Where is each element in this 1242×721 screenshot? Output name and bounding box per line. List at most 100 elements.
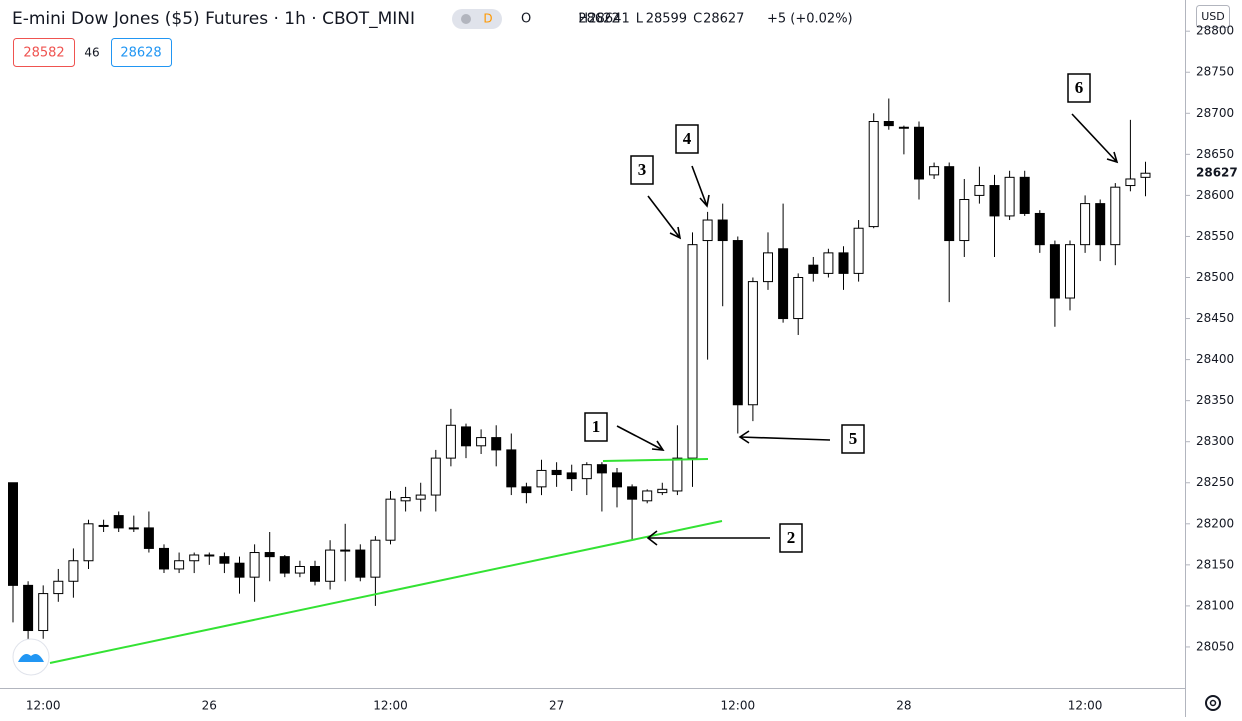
candle-body	[672, 457, 683, 492]
arrows	[616, 113, 1119, 546]
candle-body	[38, 593, 49, 632]
bid-box	[13, 38, 75, 67]
candle-body	[189, 554, 200, 562]
candle-body	[264, 552, 275, 558]
candle-body	[536, 469, 547, 488]
candle-body	[1080, 203, 1091, 246]
candle-body	[778, 248, 789, 320]
candle-body	[929, 166, 940, 176]
candle-body	[310, 565, 320, 582]
y-tick-label: 28250	[1196, 475, 1234, 489]
x-tick-label: 12:00	[373, 699, 408, 713]
candle-body	[1034, 212, 1045, 246]
annotation: 2	[787, 528, 796, 547]
candle-body	[793, 276, 804, 320]
candle-body	[279, 556, 290, 574]
candle-body	[596, 464, 607, 474]
annotation: 6	[1075, 78, 1084, 97]
last-price-box	[1186, 164, 1242, 183]
annotation-box	[1067, 73, 1091, 103]
y-tick-label: 28350	[1196, 393, 1234, 407]
x-tick-label: 28	[896, 699, 911, 713]
candle-body	[294, 565, 305, 574]
candle-body	[883, 121, 894, 127]
badge: D	[483, 12, 492, 26]
candle-body	[1065, 244, 1075, 299]
candle-body	[747, 281, 758, 406]
candle-body	[732, 240, 743, 406]
settings-icon[interactable]	[1205, 695, 1221, 711]
candle-body	[385, 498, 396, 541]
candle-body	[763, 252, 773, 283]
badge-dot	[461, 14, 471, 24]
candle-body	[143, 527, 154, 549]
annotation-box	[630, 155, 654, 185]
annotation-box	[841, 424, 865, 454]
y-tick-label: 28550	[1196, 229, 1234, 243]
candle-body	[1095, 203, 1106, 246]
candle-body	[1125, 178, 1136, 187]
candle-body	[204, 554, 215, 557]
change: +5 (+0.02%)	[767, 12, 853, 27]
y-tick-label: 28150	[1196, 557, 1234, 571]
candle-body	[914, 126, 924, 180]
candle-body	[445, 424, 456, 459]
badge-bg	[452, 9, 502, 29]
candle-body	[868, 121, 879, 228]
x-tick-label: 12:00	[1068, 699, 1103, 713]
x-tick-label: 26	[202, 699, 217, 713]
candle-body	[717, 219, 728, 242]
candle-body	[400, 497, 411, 502]
candle-body	[219, 556, 230, 564]
candle-body	[23, 584, 34, 632]
y-tick-label: 28700	[1196, 106, 1234, 120]
currency-box[interactable]	[1196, 5, 1230, 28]
annotations: 1 2 3 4 5 6	[584, 73, 1091, 553]
annotation: 4	[683, 129, 692, 148]
logo-mark	[18, 654, 44, 662]
candle-body	[687, 244, 698, 459]
candle-body	[128, 527, 139, 530]
arrow	[647, 195, 682, 240]
trendline	[49, 520, 723, 664]
candle-body	[1110, 186, 1121, 246]
candle-body	[974, 185, 985, 196]
plot-area	[8, 98, 1151, 647]
annotation-box	[779, 523, 803, 553]
candle-body	[566, 472, 577, 480]
ohlc-value: 28627	[703, 12, 744, 27]
x-tick-label: 27	[549, 699, 564, 713]
y-tick-label: 28050	[1196, 639, 1234, 653]
candle-body	[506, 449, 517, 488]
last-price: 28627	[1196, 166, 1238, 180]
candle-body	[415, 494, 426, 500]
candle-body	[68, 560, 79, 582]
candle-body	[581, 464, 592, 480]
arrow	[691, 165, 710, 208]
ohlc-value: 28599	[646, 12, 687, 27]
candle-body	[491, 437, 502, 451]
candle-body	[1004, 176, 1015, 217]
candle-body	[1140, 172, 1151, 178]
candle-body	[430, 457, 441, 496]
y-tick-label: 28450	[1196, 311, 1234, 325]
candle-body	[657, 488, 668, 494]
y-tick-label: 28600	[1196, 188, 1234, 202]
candle-body	[234, 562, 245, 578]
y-tick-label: 28750	[1196, 65, 1234, 79]
arrow	[616, 425, 665, 451]
spread: 46	[84, 46, 99, 60]
ask-box	[111, 38, 172, 67]
candle-body	[612, 472, 622, 488]
candle-body	[83, 523, 94, 562]
annotation-box	[584, 412, 608, 442]
arrow	[646, 530, 770, 546]
y-tick-label: 28500	[1196, 270, 1234, 284]
candle-body	[838, 252, 849, 274]
candle-body	[53, 580, 64, 595]
y-tick-label: 28100	[1196, 598, 1234, 612]
trendline	[602, 458, 709, 462]
